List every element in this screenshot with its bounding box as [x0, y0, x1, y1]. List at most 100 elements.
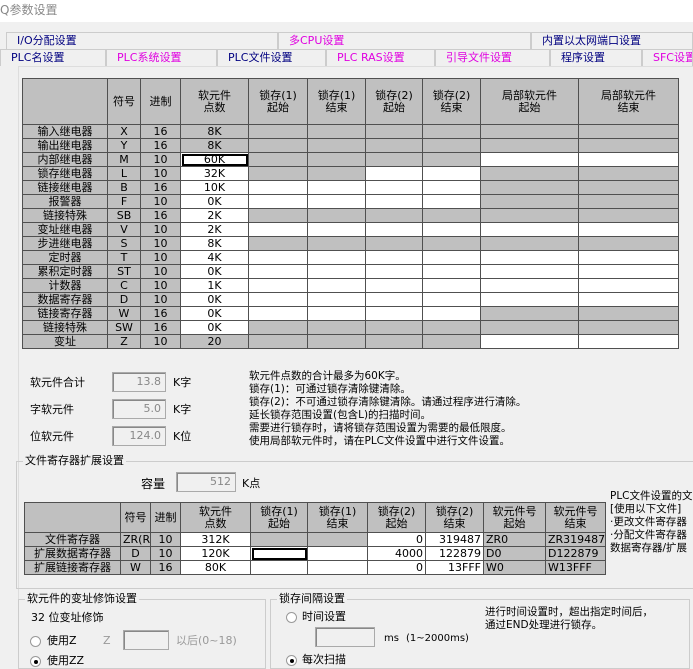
device-latch2-start-cell[interactable]	[365, 278, 423, 293]
file-register-points-cell[interactable]: 312K	[180, 532, 251, 547]
device-local-end-cell[interactable]	[578, 264, 679, 279]
device-local-end-cell[interactable]	[578, 222, 679, 237]
device-latch1-start-cell[interactable]	[248, 278, 308, 293]
tab-3[interactable]: PLC名设置	[0, 49, 106, 66]
device-latch2-end-cell[interactable]	[422, 180, 481, 195]
device-latch2-start-cell[interactable]	[365, 166, 423, 181]
tab-7[interactable]: 引导文件设置	[435, 49, 550, 66]
device-latch2-start-cell[interactable]	[365, 250, 423, 265]
file-register-l1s-cell[interactable]	[250, 546, 308, 561]
file-register-l2e-cell[interactable]: 13FFF	[425, 560, 484, 575]
device-local-start-cell[interactable]	[480, 278, 579, 293]
device-latch2-start-cell[interactable]	[365, 306, 423, 321]
tab-1[interactable]: 多CPU设置	[278, 32, 531, 49]
device-points-cell[interactable]: 4K	[180, 250, 249, 265]
device-points-cell[interactable]: 0K	[180, 306, 249, 321]
device-latch2-end-cell[interactable]	[422, 222, 481, 237]
file-register-l2e-cell[interactable]: 319487	[425, 532, 484, 547]
device-latch1-end-cell[interactable]	[307, 278, 366, 293]
device-points-cell[interactable]: 0K	[180, 320, 249, 335]
device-local-end-cell[interactable]	[578, 250, 679, 265]
device-latch1-start-cell[interactable]	[248, 222, 308, 237]
file-register-l2s-cell[interactable]: 0	[367, 532, 426, 547]
tab-9[interactable]: SFC设置	[642, 49, 693, 66]
column-header: 锁存(1) 起始	[248, 78, 308, 125]
device-latch1-start-cell[interactable]	[248, 194, 308, 209]
tab-2[interactable]: 内置以太网端口设置	[531, 32, 693, 49]
tab-8[interactable]: 程序设置	[550, 49, 642, 66]
device-latch1-start-cell[interactable]	[248, 306, 308, 321]
device-latch1-end-cell[interactable]	[307, 292, 366, 307]
file-register-table: 符号 进制 软元件 点数 锁存(1) 起始 锁存(1) 结束 锁存(2) 起始 锁存(2) …	[24, 502, 606, 575]
file-register-name-cell: 文件寄存器	[24, 532, 121, 547]
device-points-cell[interactable]: 2K	[180, 208, 249, 223]
file-register-l1s-cell[interactable]	[250, 560, 308, 575]
device-latch1-end-cell[interactable]	[307, 222, 366, 237]
file-register-l1e-cell[interactable]	[307, 560, 368, 575]
device-latch1-end-cell[interactable]	[307, 306, 366, 321]
use-z-radio[interactable]	[30, 636, 41, 647]
device-latch1-end-cell[interactable]	[307, 194, 366, 209]
device-symbol: SW	[107, 320, 141, 335]
device-latch2-end-cell[interactable]	[422, 194, 481, 209]
device-local-end-cell	[578, 166, 679, 181]
device-latch1-end-cell[interactable]	[307, 180, 366, 195]
file-register-l2s-cell[interactable]: 0	[367, 560, 426, 575]
device-latch2-end-cell[interactable]	[422, 306, 481, 321]
device-points-cell[interactable]: 1K	[180, 278, 249, 293]
device-latch2-start-cell[interactable]	[365, 264, 423, 279]
device-points-cell[interactable]: 2K	[180, 222, 249, 237]
tab-6[interactable]: PLC RAS设置	[326, 49, 435, 66]
ms-field[interactable]	[315, 627, 375, 647]
device-latch2-end-cell[interactable]	[422, 292, 481, 307]
device-local-start-cell[interactable]	[480, 334, 579, 349]
file-register-points-cell[interactable]: 80K	[180, 560, 251, 575]
device-latch1-end-cell[interactable]	[307, 250, 366, 265]
table-row: 计数器 C 10 1K	[22, 278, 679, 293]
device-latch2-start-cell[interactable]	[365, 180, 423, 195]
device-latch1-end-cell[interactable]	[307, 264, 366, 279]
time-setting-radio[interactable]	[286, 612, 297, 623]
device-latch2-start-cell[interactable]	[365, 222, 423, 237]
device-latch2-start-cell[interactable]	[365, 194, 423, 209]
file-register-points-cell[interactable]: 120K	[180, 546, 251, 561]
device-latch1-start-cell[interactable]	[248, 250, 308, 265]
device-points-cell[interactable]: 0K	[180, 292, 249, 307]
device-latch1-start-cell[interactable]	[248, 264, 308, 279]
table-row: 链接寄存器 W 16 0K	[22, 306, 679, 321]
device-points-cell[interactable]: 8K	[180, 236, 249, 251]
device-latch2-end-cell[interactable]	[422, 166, 481, 181]
device-local-end-cell[interactable]	[578, 278, 679, 293]
every-scan-radio[interactable]	[286, 655, 297, 666]
device-local-start-cell[interactable]	[480, 292, 579, 307]
device-latch2-end-cell	[422, 334, 481, 349]
device-latch2-start-cell[interactable]	[365, 292, 423, 307]
device-latch2-end-cell[interactable]	[422, 250, 481, 265]
device-local-start-cell[interactable]	[480, 222, 579, 237]
bit-field: 124.0	[112, 426, 166, 446]
device-points-cell[interactable]: 32K	[180, 166, 249, 181]
device-points-cell[interactable]: 0K	[180, 264, 249, 279]
device-local-end-cell[interactable]	[578, 292, 679, 307]
use-zz-radio[interactable]	[30, 656, 41, 667]
tab-5[interactable]: PLC文件设置	[217, 49, 326, 66]
device-latch2-end-cell[interactable]	[422, 264, 481, 279]
device-local-end-cell[interactable]	[578, 334, 679, 349]
ms-range-label: (1~2000ms)	[406, 633, 469, 644]
device-local-start-cell[interactable]	[480, 250, 579, 265]
file-register-l1e-cell[interactable]	[307, 546, 368, 561]
file-register-l2s-cell[interactable]: 4000	[367, 546, 426, 561]
device-latch2-end-cell[interactable]	[422, 278, 481, 293]
device-latch1-start-cell[interactable]	[248, 180, 308, 195]
device-points-cell[interactable]: 60K	[180, 152, 249, 167]
device-points-cell[interactable]: 0K	[180, 194, 249, 209]
device-local-start-cell[interactable]	[480, 264, 579, 279]
file-register-l2e-cell[interactable]: 122879	[425, 546, 484, 561]
device-latch1-start-cell[interactable]	[248, 292, 308, 307]
tab-0[interactable]: I/O分配设置	[6, 32, 278, 49]
device-name: 链接寄存器	[22, 306, 108, 321]
device-local-start-cell[interactable]	[480, 152, 579, 167]
device-points-cell[interactable]: 10K	[180, 180, 249, 195]
tab-4[interactable]: PLC系统设置	[106, 49, 217, 66]
device-local-end-cell[interactable]	[578, 152, 679, 167]
